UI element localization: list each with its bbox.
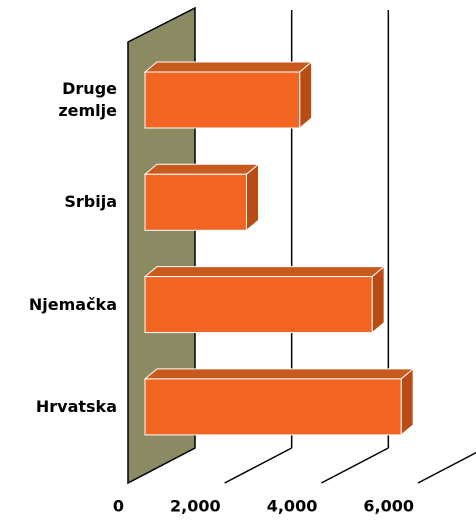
bar [144, 378, 402, 436]
bar-top [143, 266, 386, 278]
x-tick-label: 0 [113, 497, 124, 516]
category-label: Srbija [64, 192, 117, 212]
bar-side [299, 60, 313, 130]
floor-line [224, 447, 293, 484]
bar-top [143, 163, 260, 175]
bar [144, 173, 247, 231]
category-label: Njemačka [28, 294, 117, 314]
bar-side [400, 367, 414, 436]
x-tick-label: 4,000 [267, 497, 318, 516]
bar [144, 71, 301, 129]
bar-side [371, 265, 385, 334]
bar-side [246, 163, 259, 232]
category-label: Druge zemlje [58, 79, 117, 120]
bar [144, 276, 373, 334]
floor-line [320, 447, 389, 484]
x-tick-label: 2,000 [170, 497, 221, 516]
category-label: Hrvatska [35, 396, 117, 416]
floor-line [417, 451, 476, 484]
x-tick-label: 6,000 [363, 497, 414, 516]
bar-top [143, 368, 415, 380]
bar-top [143, 61, 314, 73]
